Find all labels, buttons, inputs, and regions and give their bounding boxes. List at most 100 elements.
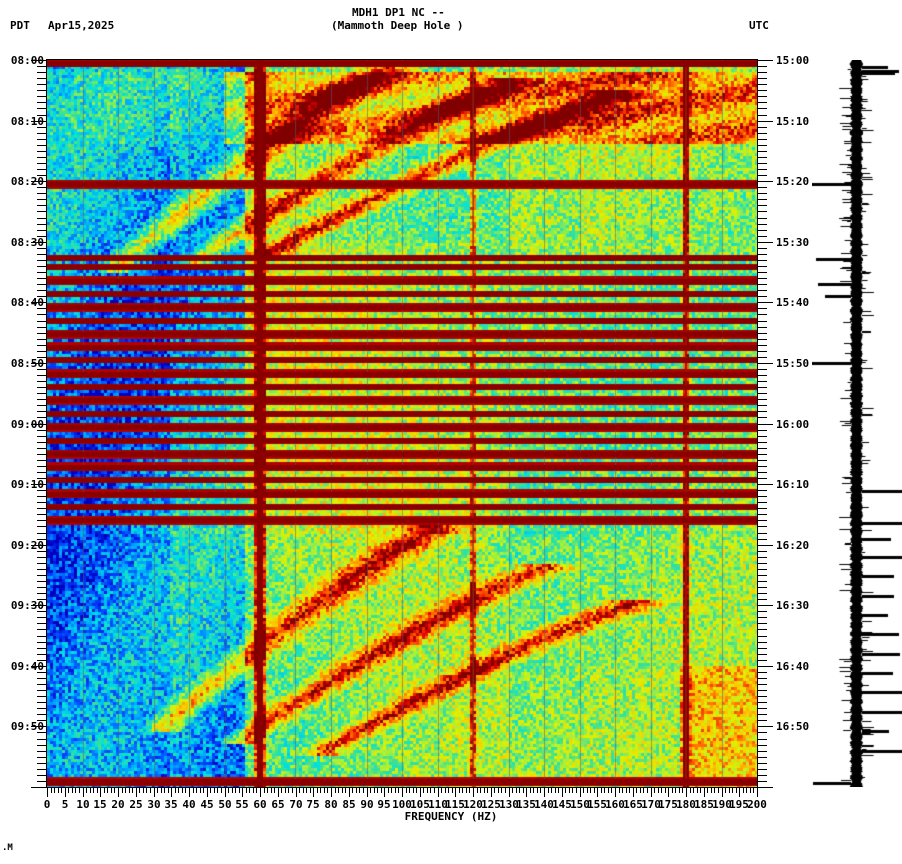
frequency-tick-minor [359,788,360,793]
frequency-tick-minor [398,788,399,793]
frequency-tick-minor [746,788,747,793]
frequency-label: 70 [289,798,303,811]
frequency-tick-minor [122,788,123,793]
frequency-label: 60 [253,798,267,811]
frequency-tick-minor [469,788,470,793]
time-label-left: 09:50 [10,720,44,733]
time-tick-minor-right [758,254,767,255]
time-tick-minor-right [758,205,767,206]
time-tick-major-left [31,787,46,788]
frequency-tick-minor [164,788,165,793]
frequency-label: 145 [552,798,572,811]
time-tick-minor-right [758,72,767,73]
time-tick-major-right [758,484,773,485]
frequency-tick-major [225,788,226,797]
time-tick-minor-left [37,308,46,309]
frequency-label: 175 [658,798,678,811]
frequency-label: 125 [481,798,501,811]
frequency-tick-major [668,788,669,797]
time-tick-minor-right [758,751,767,752]
time-tick-minor-right [758,563,767,564]
time-tick-major-left [31,121,46,122]
frequency-tick-minor [565,788,566,793]
frequency-tick-minor [406,788,407,793]
time-tick-minor-left [37,169,46,170]
time-tick-major-left [31,181,46,182]
frequency-label: 35 [164,798,178,811]
frequency-tick-minor [445,788,446,793]
time-tick-major-left [31,545,46,546]
frequency-tick-minor [246,788,247,793]
time-tick-minor-left [37,399,46,400]
time-tick-minor-left [37,714,46,715]
time-tick-major-right [758,302,773,303]
frequency-tick-minor [249,788,250,793]
frequency-tick-minor [221,788,222,793]
frequency-tick-minor [68,788,69,793]
time-tick-minor-left [37,648,46,649]
frequency-tick-minor [210,788,211,793]
frequency-tick-minor [324,788,325,793]
frequency-tick-minor [285,788,286,793]
frequency-tick-minor [551,788,552,793]
time-tick-minor-left [37,466,46,467]
frequency-tick-minor [601,788,602,793]
time-tick-minor-left [37,520,46,521]
time-tick-minor-left [37,769,46,770]
time-label-left: 08:00 [10,54,44,67]
time-tick-minor-left [37,593,46,594]
frequency-tick-minor [388,788,389,793]
time-tick-minor-left [37,333,46,334]
frequency-tick-minor [643,788,644,793]
frequency-tick-minor [75,788,76,793]
frequency-tick-minor [675,788,676,793]
time-tick-minor-left [37,611,46,612]
frequency-tick-minor [654,788,655,793]
frequency-tick-major [384,788,385,797]
frequency-tick-minor [558,788,559,793]
time-tick-minor-left [37,454,46,455]
time-tick-minor-right [758,466,767,467]
time-tick-minor-right [758,684,767,685]
time-tick-minor-left [37,278,46,279]
time-tick-minor-left [37,623,46,624]
frequency-tick-minor [54,788,55,793]
plot-border-top [46,59,758,60]
time-tick-minor-left [37,557,46,558]
frequency-tick-major [526,788,527,797]
frequency-label: 0 [43,798,51,811]
frequency-tick-minor [409,788,410,793]
frequency-tick-minor [327,788,328,793]
time-tick-major-left [31,242,46,243]
time-tick-minor-right [758,157,767,158]
frequency-tick-minor [161,788,162,793]
time-tick-minor-left [37,393,46,394]
time-tick-minor-right [758,266,767,267]
time-tick-minor-right [758,757,767,758]
spectrogram-canvas [47,60,757,787]
frequency-tick-minor [665,788,666,793]
frequency-tick-minor [274,788,275,793]
frequency-tick-major [509,788,510,797]
time-tick-minor-left [37,211,46,212]
frequency-tick-minor [214,788,215,793]
frequency-tick-minor [647,788,648,793]
time-tick-major-right [758,181,773,182]
time-tick-minor-right [758,145,767,146]
frequency-tick-minor [690,788,691,793]
frequency-tick-major [154,788,155,797]
frequency-tick-major [580,788,581,797]
frequency-tick-minor [345,788,346,793]
frequency-tick-minor [342,788,343,793]
frequency-tick-minor [356,788,357,793]
time-tick-minor-right [758,472,767,473]
time-tick-minor-left [37,757,46,758]
time-tick-minor-right [758,636,767,637]
frequency-tick-minor [679,788,680,793]
time-tick-minor-right [758,502,767,503]
time-tick-minor-left [37,490,46,491]
frequency-tick-major [207,788,208,797]
time-tick-minor-right [758,199,767,200]
frequency-tick-major [100,788,101,797]
frequency-tick-minor [217,788,218,793]
